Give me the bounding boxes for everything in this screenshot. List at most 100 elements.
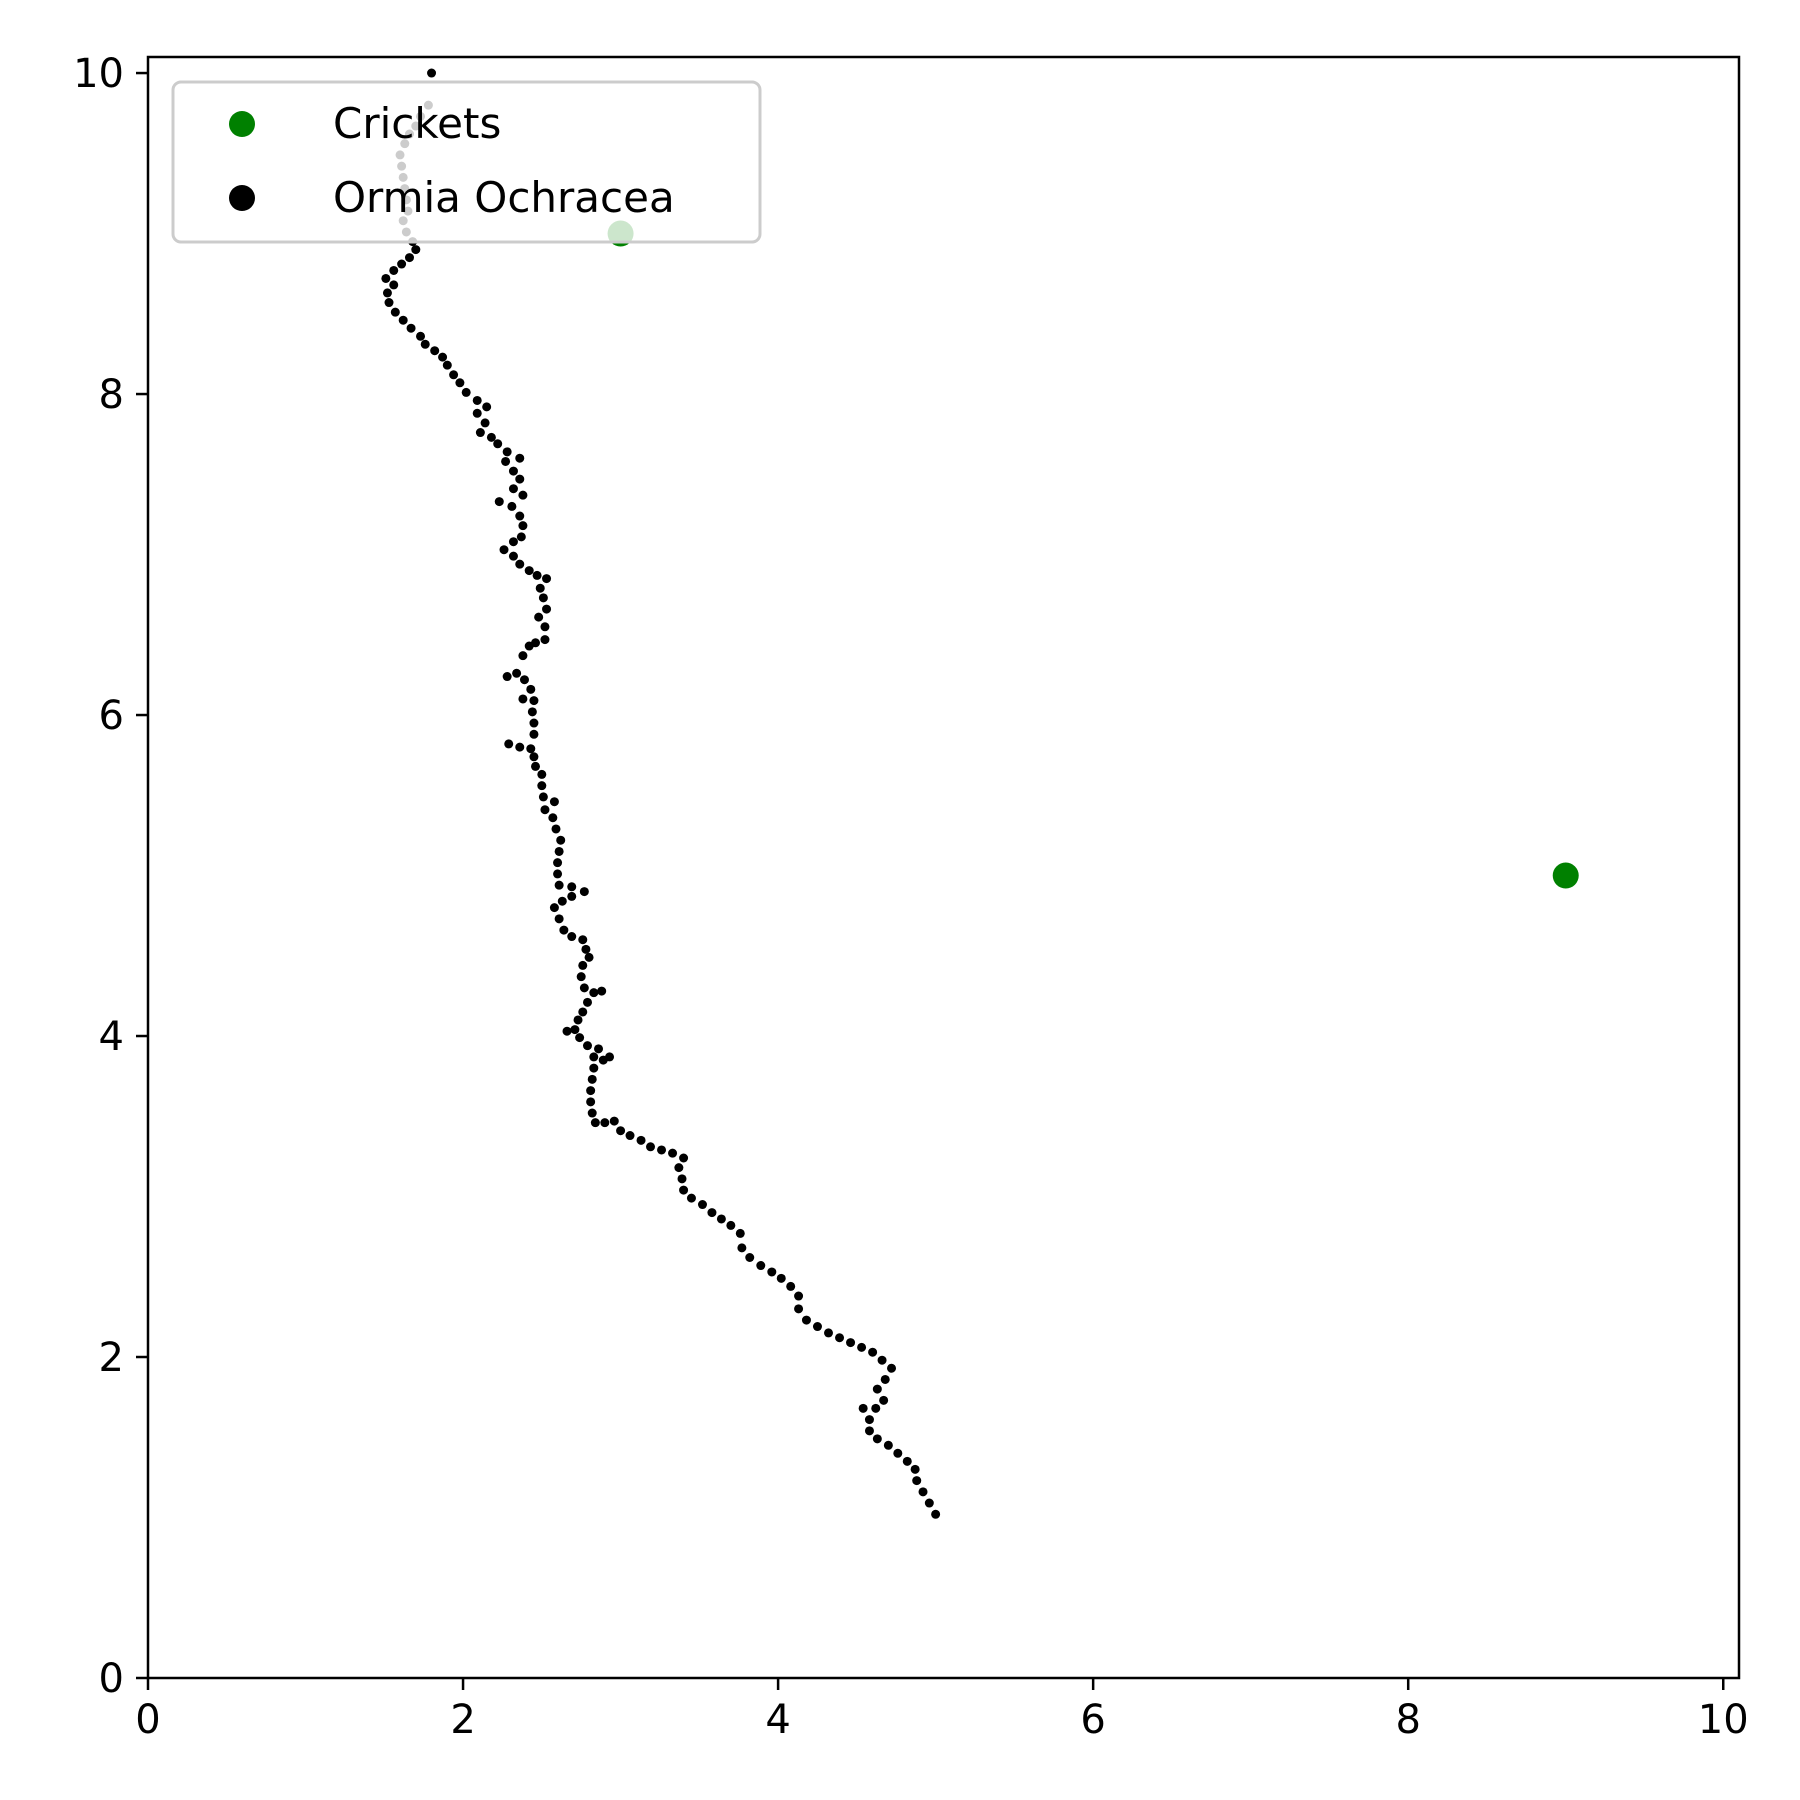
data-point (794, 1291, 804, 1301)
legend-label-ormia-ochracea: Ormia Ochracea (333, 173, 675, 222)
data-point (537, 769, 547, 779)
data-point (589, 1063, 599, 1073)
data-point (776, 1273, 786, 1283)
data-point (472, 395, 482, 405)
data-point (786, 1281, 796, 1291)
data-point (508, 551, 518, 561)
data-point (871, 1403, 881, 1413)
data-point (586, 1086, 596, 1096)
data-point (518, 694, 528, 704)
data-point (578, 935, 588, 945)
data-point (872, 1434, 882, 1444)
data-point (646, 1142, 656, 1152)
data-point (397, 259, 407, 269)
data-point (519, 675, 529, 685)
data-point (587, 1074, 597, 1084)
y-tick-label: 10 (73, 51, 124, 97)
data-point (745, 1253, 755, 1263)
data-point (512, 668, 522, 678)
data-point (794, 1304, 804, 1314)
data-point (559, 925, 569, 935)
data-point (864, 1426, 874, 1436)
legend: Crickets Ormia Ochracea (171, 80, 762, 244)
data-point (515, 511, 525, 521)
data-point (570, 1025, 580, 1035)
data-point (486, 432, 496, 442)
data-point (679, 1185, 689, 1195)
data-point (548, 813, 558, 823)
data-point (835, 1333, 845, 1343)
data-point (404, 253, 414, 263)
data-point (883, 1440, 893, 1450)
data-point (472, 408, 482, 418)
data-point (594, 1044, 604, 1054)
data-point (494, 497, 504, 507)
data-point (679, 1153, 689, 1163)
data-point (554, 914, 564, 924)
y-tick-label: 8 (99, 372, 124, 418)
legend-marker-ormia-ochracea (229, 185, 255, 211)
data-point (493, 439, 503, 449)
y-tick-label: 6 (99, 693, 124, 739)
data-point (801, 1315, 811, 1325)
data-point (516, 532, 526, 542)
data-point (390, 307, 400, 317)
data-point (918, 1487, 928, 1497)
data-point (579, 887, 589, 897)
data-point (540, 622, 550, 632)
y-axis: 0 2 4 6 8 10 (73, 51, 148, 1702)
data-point (398, 315, 408, 325)
data-point (508, 466, 518, 476)
data-point (864, 1415, 874, 1425)
data-point (589, 1052, 599, 1062)
data-point (554, 880, 564, 890)
data-point (384, 298, 394, 308)
data-point (716, 1214, 726, 1224)
data-point (531, 761, 541, 771)
data-point (515, 474, 525, 484)
data-point (518, 651, 528, 661)
x-tick-label: 6 (1080, 1697, 1105, 1743)
data-point (518, 521, 528, 531)
data-point (846, 1338, 856, 1348)
axes-frame (146, 55, 1741, 1680)
plot-area (381, 68, 1579, 1519)
data-point (567, 882, 577, 892)
data-point (508, 484, 518, 494)
x-axis: 0 2 4 6 8 10 (135, 1678, 1749, 1743)
data-point (609, 1116, 619, 1126)
data-point (531, 638, 541, 648)
data-point (553, 858, 563, 868)
data-point (508, 537, 518, 547)
data-point (501, 456, 511, 466)
data-point (877, 1355, 887, 1365)
data-point (427, 68, 437, 78)
data-point (587, 1108, 597, 1118)
series-ormia-ochracea (381, 68, 941, 1519)
data-point (526, 744, 536, 754)
data-point (527, 707, 537, 717)
data-point (502, 447, 512, 457)
data-point (726, 1220, 736, 1230)
data-point (857, 1342, 867, 1352)
data-point (551, 824, 561, 834)
data-point (537, 781, 547, 791)
data-point (529, 729, 539, 739)
x-tick-label: 8 (1395, 1697, 1420, 1743)
y-tick-label: 4 (99, 1014, 124, 1060)
data-point (553, 869, 563, 879)
data-point (389, 280, 399, 290)
data-point (812, 1322, 822, 1332)
data-point (737, 1243, 747, 1253)
data-point (576, 972, 586, 982)
data-point (455, 378, 465, 388)
data-point (532, 570, 542, 580)
data-point (887, 1363, 897, 1373)
data-point (575, 1033, 585, 1043)
data-point (542, 574, 552, 584)
data-point (430, 346, 440, 356)
x-tick-label: 10 (1698, 1697, 1749, 1743)
data-point (562, 1026, 572, 1036)
data-point (872, 1384, 882, 1394)
